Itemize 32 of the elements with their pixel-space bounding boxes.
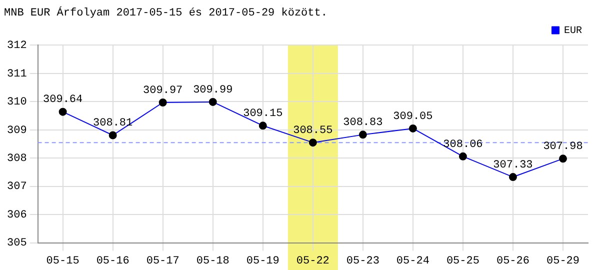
y-tick-label: 312 (6, 40, 27, 52)
x-tick-label: 05-16 (96, 255, 130, 268)
x-tick-label: 05-26 (496, 255, 530, 268)
x-tick-label: 05-15 (46, 255, 80, 268)
y-tick-label: 310 (6, 96, 27, 109)
data-label: 309.64 (43, 94, 84, 106)
data-label: 308.55 (293, 124, 333, 137)
data-label: 309.15 (243, 108, 283, 120)
y-tick-label: 309 (6, 124, 27, 137)
data-label: 307.33 (493, 159, 533, 172)
data-label: 308.06 (443, 138, 483, 151)
x-tick-label: 05-19 (246, 255, 280, 268)
y-tick-label: 306 (6, 209, 27, 222)
y-tick-label: 307 (6, 181, 27, 194)
data-label: 309.05 (393, 110, 433, 123)
y-tick-label: 308 (6, 153, 27, 166)
x-tick-label: 05-24 (396, 255, 430, 268)
x-tick-label: 05-25 (446, 255, 480, 268)
y-tick-label: 311 (6, 68, 28, 80)
x-tick-label: 05-18 (196, 255, 230, 268)
x-tick-label: 05-22 (296, 255, 330, 268)
x-tick-label: 05-17 (146, 255, 180, 268)
data-label: 308.81 (93, 118, 134, 130)
chart-title: MNB EUR Árfolyam 2017-05-15 és 2017-05-29 között. (4, 6, 328, 20)
x-tick-label: 05-29 (546, 255, 580, 268)
data-label: 308.83 (343, 117, 383, 130)
data-label: 309.97 (143, 84, 183, 97)
data-label: 309.99 (193, 84, 233, 96)
data-label: 307.98 (543, 141, 583, 154)
y-tick-label: 305 (6, 238, 27, 250)
x-tick-label: 05-23 (346, 255, 380, 268)
legend-label: EUR (564, 26, 582, 37)
